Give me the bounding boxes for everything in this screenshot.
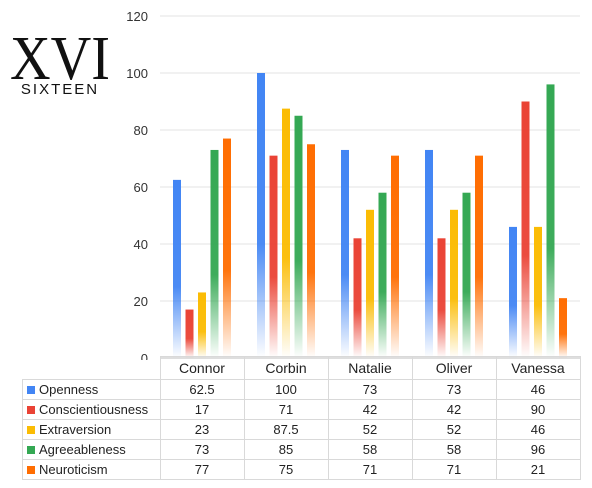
data-label: 96 (495, 439, 581, 460)
bar-neuroticism-natalie (391, 155, 399, 358)
legend-swatch (27, 406, 35, 414)
bar-extraversion-natalie (366, 209, 374, 358)
data-label: 85 (243, 439, 329, 460)
bar-extraversion-vanessa (534, 226, 542, 358)
bar-agreeableness-vanessa (546, 84, 555, 359)
y-tick-label: 120 (126, 9, 148, 24)
bar-conscientiousness-oliver (437, 238, 446, 358)
bar-openness-connor (173, 179, 181, 358)
personality-bar-chart: 0 20 40 60 80 100 120 (126, 9, 580, 360)
y-tick-label: 20 (134, 294, 148, 309)
logo-word: SIXTEEN (21, 81, 99, 96)
series-legend-label: Extraversion (22, 419, 161, 440)
data-label: 17 (159, 399, 245, 420)
table-row: Agreeableness 73 85 58 58 96 (22, 439, 581, 460)
table-header-row: Connor Corbin Natalie Oliver Vanessa (22, 356, 581, 380)
data-label: 73 (411, 379, 497, 400)
bar-neuroticism-oliver (475, 155, 483, 358)
data-label: 21 (495, 459, 581, 480)
category-label: Oliver (411, 356, 497, 380)
table-corner (22, 356, 161, 380)
category-label: Natalie (327, 356, 413, 380)
data-label: 90 (495, 399, 581, 420)
series-legend-label: Conscientiousness (22, 399, 161, 420)
bar-openness-corbin (257, 73, 265, 358)
bar-neuroticism-vanessa (559, 298, 567, 358)
bar-agreeableness-oliver (462, 192, 471, 358)
data-label: 52 (411, 419, 497, 440)
data-label: 52 (327, 419, 413, 440)
data-label: 75 (243, 459, 329, 480)
data-label: 71 (411, 459, 497, 480)
y-tick-label: 0 (141, 351, 148, 360)
data-label: 46 (495, 379, 581, 400)
data-label: 87.5 (243, 419, 329, 440)
legend-swatch (27, 386, 35, 394)
table-row: Conscientiousness 17 71 42 42 90 (22, 399, 581, 420)
data-label: 42 (411, 399, 497, 420)
legend-swatch (27, 426, 35, 434)
y-axis-tick-labels: 0 20 40 60 80 100 120 (126, 9, 148, 360)
bar-openness-oliver (425, 149, 433, 358)
data-label: 71 (243, 399, 329, 420)
y-tick-label: 80 (134, 123, 148, 138)
table-row: Extraversion 23 87.5 52 52 46 (22, 419, 581, 440)
bar-conscientiousness-corbin (269, 155, 278, 358)
y-tick-label: 40 (134, 237, 148, 252)
category-label: Vanessa (495, 356, 581, 380)
bars (173, 73, 567, 359)
bar-agreeableness-natalie (378, 192, 387, 358)
table-row: Openness 62.5 100 73 73 46 (22, 379, 581, 400)
bar-openness-vanessa (509, 226, 517, 358)
series-legend-label: Agreeableness (22, 439, 161, 460)
bar-agreeableness-connor (210, 149, 219, 358)
bar-conscientiousness-natalie (353, 238, 362, 358)
data-label: 71 (327, 459, 413, 480)
data-label: 62.5 (159, 379, 245, 400)
series-legend-label: Openness (22, 379, 161, 400)
bar-extraversion-connor (198, 292, 206, 358)
data-label: 73 (159, 439, 245, 460)
bar-agreeableness-corbin (294, 115, 303, 358)
y-tick-label: 100 (126, 66, 148, 81)
legend-swatch (27, 466, 35, 474)
data-label: 23 (159, 419, 245, 440)
data-label: 77 (159, 459, 245, 480)
data-label: 100 (243, 379, 329, 400)
data-label: 58 (327, 439, 413, 460)
data-label: 58 (411, 439, 497, 460)
data-label: 73 (327, 379, 413, 400)
bar-neuroticism-connor (223, 138, 231, 358)
table-row: Neuroticism 77 75 71 71 21 (22, 459, 581, 480)
sixteen-logo: XVI SIXTEEN (10, 25, 110, 96)
data-label: 46 (495, 419, 581, 440)
logo-numeral: XVI (10, 25, 110, 93)
y-tick-label: 60 (134, 180, 148, 195)
category-label: Corbin (243, 356, 329, 380)
series-legend-label: Neuroticism (22, 459, 161, 480)
bar-openness-natalie (341, 149, 349, 358)
legend-swatch (27, 446, 35, 454)
bar-extraversion-corbin (282, 108, 290, 358)
data-label: 42 (327, 399, 413, 420)
bar-neuroticism-corbin (307, 144, 315, 358)
bar-extraversion-oliver (450, 209, 458, 358)
bar-conscientiousness-vanessa (521, 101, 530, 358)
data-table: Connor Corbin Natalie Oliver Vanessa Opennes… (22, 356, 581, 480)
bar-conscientiousness-connor (185, 309, 194, 358)
category-label: Connor (159, 356, 245, 380)
